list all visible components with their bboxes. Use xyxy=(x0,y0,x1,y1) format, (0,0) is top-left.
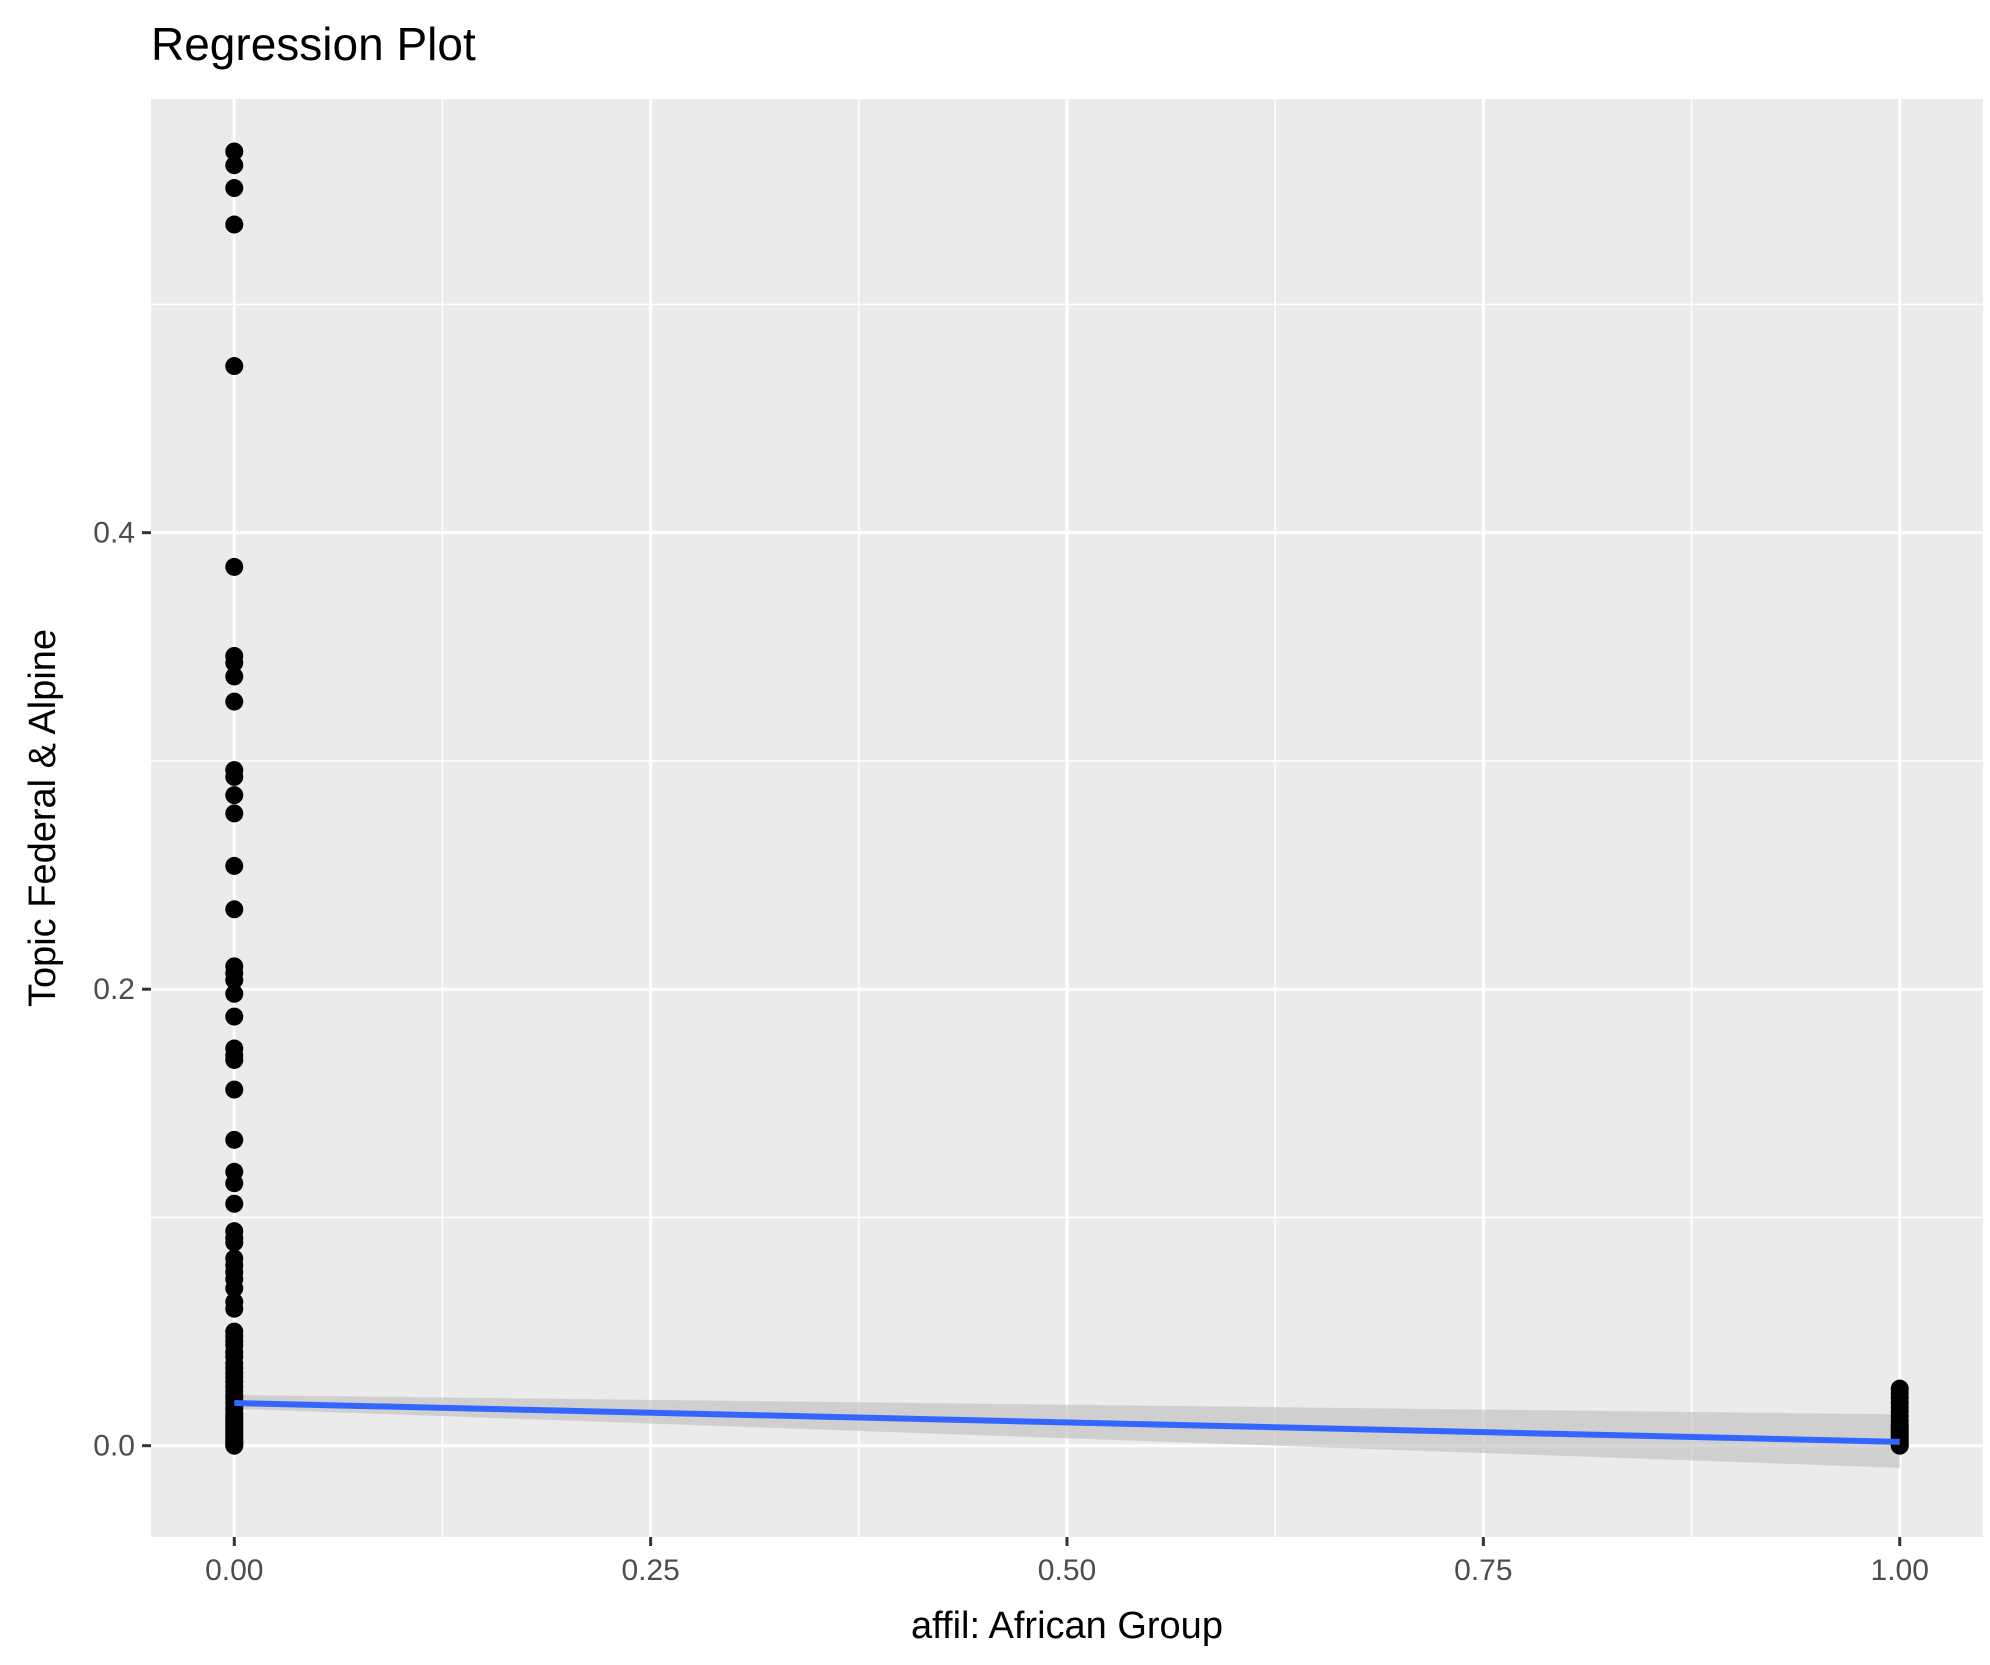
regression-line-layer xyxy=(234,1400,1900,1445)
data-point xyxy=(225,357,244,376)
data-point xyxy=(225,1233,244,1252)
y-tick-label: 0.0 xyxy=(93,1430,135,1463)
x-tick-label: 0.50 xyxy=(1038,1554,1096,1587)
x-axis-title: affil: African Group xyxy=(911,1605,1223,1647)
data-point xyxy=(225,215,244,234)
data-point xyxy=(225,653,244,672)
chart-title: Regression Plot xyxy=(151,18,476,70)
data-point xyxy=(225,1130,244,1149)
data-point xyxy=(225,179,244,198)
x-axis: 0.00 0.25 0.50 0.75 1.00 xyxy=(205,1537,1929,1587)
data-point xyxy=(225,856,244,875)
data-point xyxy=(225,1174,244,1193)
y-tick-label: 0.4 xyxy=(93,517,135,550)
data-point xyxy=(225,804,244,823)
x-tick-label: 0.25 xyxy=(621,1554,679,1587)
data-point xyxy=(225,786,244,805)
major-gridlines xyxy=(151,99,1983,1537)
x-tick-label: 1.00 xyxy=(1871,1554,1929,1587)
x-tick-label: 0.75 xyxy=(1454,1554,1512,1587)
y-axis: 0.0 0.2 0.4 xyxy=(93,517,151,1463)
x-tick-label: 0.00 xyxy=(205,1554,263,1587)
data-point xyxy=(225,1299,244,1318)
regression-line xyxy=(234,1400,1900,1445)
data-point xyxy=(225,156,244,175)
data-point xyxy=(225,900,244,919)
data-point xyxy=(225,692,244,711)
data-point xyxy=(225,667,244,686)
data-point xyxy=(225,767,244,786)
data-points xyxy=(225,142,1909,1455)
data-point xyxy=(225,557,244,576)
data-point xyxy=(225,1436,244,1455)
y-tick-label: 0.2 xyxy=(93,973,135,1006)
data-point xyxy=(225,1050,244,1069)
data-point xyxy=(225,971,244,990)
y-axis-title: Topic Federal & Alpine xyxy=(22,629,64,1007)
data-point xyxy=(225,1279,244,1298)
data-point xyxy=(225,984,244,1003)
data-point xyxy=(225,1007,244,1026)
data-point xyxy=(225,142,244,161)
data-point xyxy=(225,1080,244,1099)
data-point xyxy=(225,1194,244,1213)
